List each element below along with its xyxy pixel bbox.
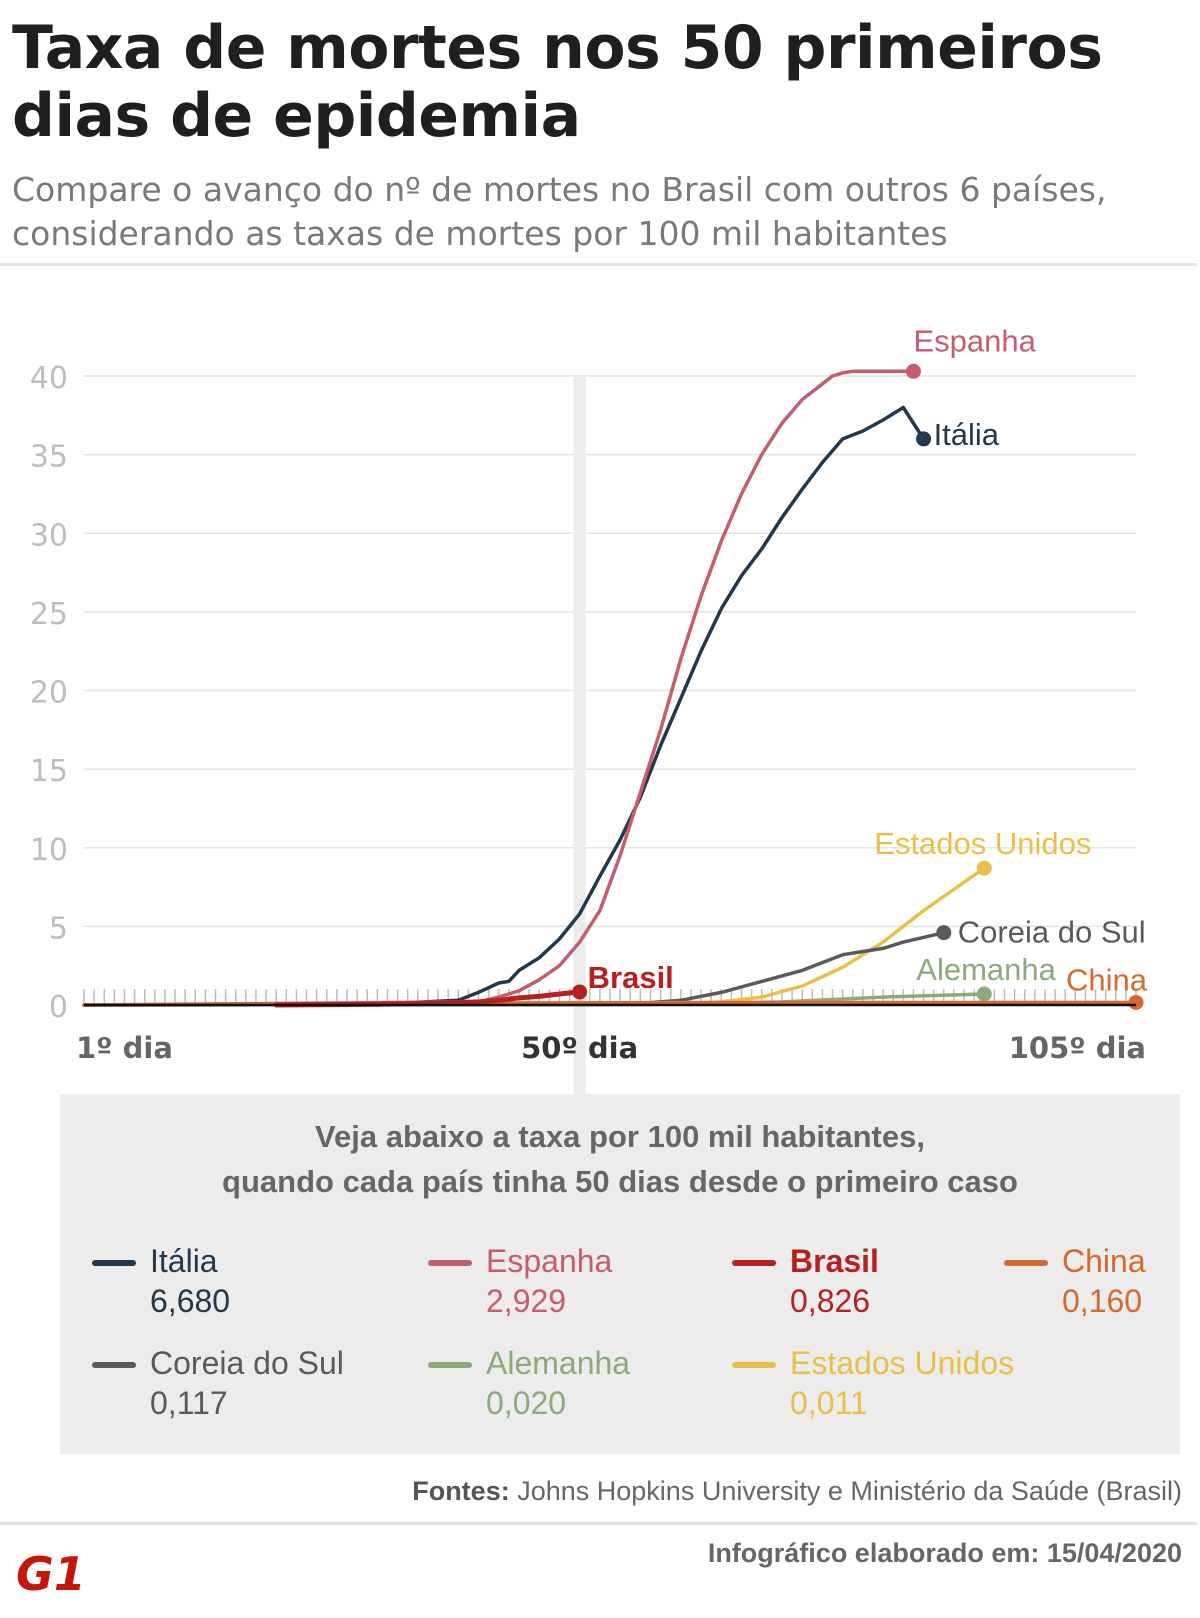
series-label-eua: Estados Unidos	[874, 826, 1091, 861]
legend-name-brasil: Brasil	[790, 1243, 879, 1279]
chart-title: Taxa de mortes nos 50 primeiros dias de …	[12, 13, 1103, 151]
summary-header-line-2: quando cada país tinha 50 dias desde o p…	[222, 1164, 1018, 1199]
legend-value-espanha: 2,929	[486, 1283, 567, 1319]
legend-value-brasil: 0,826	[790, 1283, 871, 1319]
legend-value-alemanha: 0,020	[486, 1385, 567, 1421]
y-tick-label-25: 25	[30, 597, 68, 632]
legend-value-eua: 0,011	[790, 1385, 868, 1421]
y-tick-label-15: 15	[30, 754, 68, 789]
legend-swatch-alemanha	[428, 1362, 472, 1368]
legend-name-italia: Itália	[150, 1243, 218, 1279]
x-axis-labels: 1º dia 50º dia 105º dia	[76, 1031, 1146, 1065]
legend-swatch-eua	[732, 1362, 776, 1368]
series-line-espanha	[82, 369, 916, 1007]
series-label-china: China	[1066, 962, 1148, 997]
summary-panel: Veja abaixo a taxa por 100 mil habitante…	[60, 1094, 1180, 1454]
legend-name-coreia: Coreia do Sul	[150, 1345, 344, 1381]
x-tick-label-day-105: 105º dia	[1009, 1031, 1146, 1065]
series-label-brasil: Brasil	[588, 960, 674, 995]
g1-logo: G1	[16, 1548, 86, 1596]
legend-value-italia: 6,680	[150, 1283, 231, 1319]
series-end-dot-coreia	[936, 925, 952, 941]
legend-name-china: China	[1062, 1243, 1146, 1279]
legend-value-china: 0,160	[1062, 1283, 1143, 1319]
legend-name-espanha: Espanha	[486, 1243, 613, 1279]
x-tick-label-day-1: 1º dia	[76, 1031, 173, 1065]
legend-swatch-brasil	[732, 1260, 776, 1266]
y-tick-label-5: 5	[49, 911, 68, 946]
sources-label: Fontes:	[412, 1476, 510, 1506]
chart-subtitle: Compare o avanço do nº de mortes no Bras…	[12, 170, 1107, 253]
line-chart: 0 5 10 15 20 25 30 35 40 Itália Espanha Estados Un…	[30, 323, 1148, 1096]
legend-name-alemanha: Alemanha	[486, 1345, 631, 1381]
top-divider	[0, 263, 1197, 266]
series-end-dot-eua	[976, 860, 992, 876]
legend-swatch-italia	[92, 1260, 136, 1266]
series-end-dot-italia	[916, 431, 932, 447]
gridlines	[84, 375, 1136, 928]
summary-header-line-1: Veja abaixo a taxa por 100 mil habitante…	[315, 1119, 925, 1154]
y-tick-label-10: 10	[30, 833, 68, 868]
series-end-dot-brasil	[572, 984, 588, 1000]
series-label-coreia: Coreia do Sul	[958, 915, 1146, 950]
credit-line: Infográfico elaborado em: 15/04/2020	[707, 1538, 1182, 1568]
series-end-dot-alemanha	[976, 986, 992, 1002]
series-label-espanha: Espanha	[913, 323, 1036, 358]
legend-swatch-coreia	[92, 1362, 136, 1368]
legend-name-eua: Estados Unidos	[790, 1345, 1015, 1381]
y-tick-label-40: 40	[30, 361, 68, 396]
series-lines	[82, 363, 1144, 1010]
y-tick-label-20: 20	[30, 676, 68, 711]
series-line-italia	[82, 405, 926, 1007]
legend-swatch-china	[1004, 1260, 1048, 1266]
legend-value-coreia: 0,117	[150, 1385, 228, 1421]
series-label-alemanha: Alemanha	[916, 952, 1056, 987]
y-tick-label-0: 0	[49, 990, 68, 1025]
y-tick-label-30: 30	[30, 518, 68, 553]
series-end-labels: Itália Espanha Estados Unidos Coreia do Sul…	[588, 323, 1148, 997]
bottom-divider	[0, 1522, 1197, 1525]
sources-text: Johns Hopkins University e Ministério da…	[517, 1476, 1182, 1506]
legend-swatch-espanha	[428, 1260, 472, 1266]
series-end-dot-espanha	[905, 363, 921, 379]
series-label-italia: Itália	[934, 417, 1000, 452]
x-tick-label-day-50: 50º dia	[521, 1031, 638, 1065]
g1-logo-text: G1	[16, 1548, 86, 1596]
sources-line: Fontes: Johns Hopkins University e Minis…	[412, 1476, 1182, 1507]
y-tick-label-35: 35	[30, 440, 68, 475]
summary-header: Veja abaixo a taxa por 100 mil habitante…	[60, 1114, 1180, 1204]
y-axis-labels: 0 5 10 15 20 25 30 35 40	[30, 361, 68, 1025]
